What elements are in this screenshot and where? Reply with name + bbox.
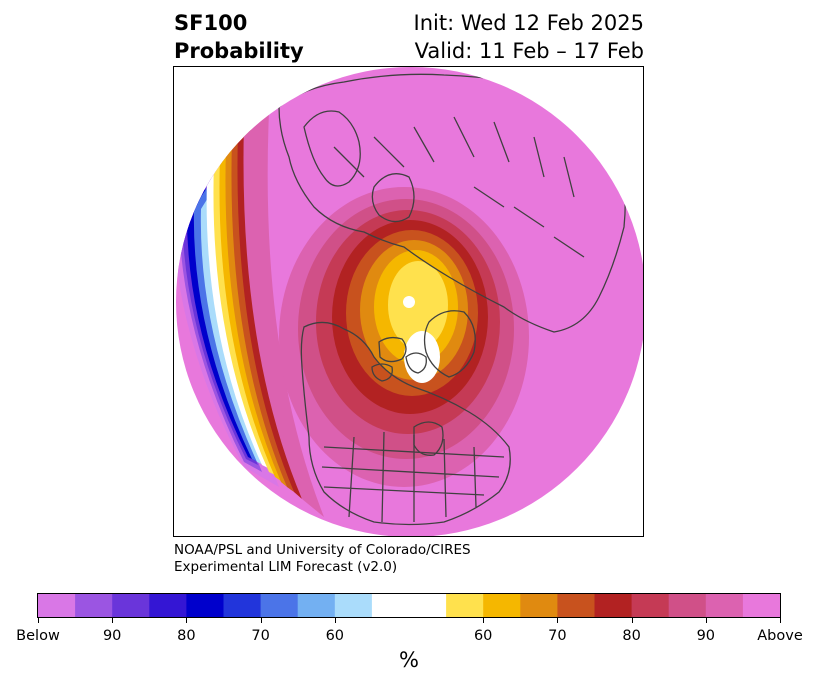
colorbar-swatch: [38, 594, 76, 617]
colorbar-tick-mark: [557, 618, 559, 623]
colorbar-tick-label: 70: [548, 628, 567, 644]
colorbar-tick-label: 70: [251, 628, 270, 644]
colorbar-swatch: [75, 594, 113, 617]
title-right: Init: Wed 12 Feb 2025 Valid: 11 Feb – 17…: [414, 9, 644, 65]
colorbar-tick-label: Below: [16, 628, 60, 644]
colorbar-swatch: [260, 594, 299, 617]
colorbar-swatch: [186, 594, 225, 617]
colorbar-swatch: [631, 594, 670, 617]
colorbar-swatch: [446, 594, 484, 617]
colorbar-swatch: [112, 594, 150, 617]
colorbar-tick-mark: [186, 618, 188, 623]
colorbar-tick-label: 80: [177, 628, 196, 644]
colorbar-tick-label: 80: [622, 628, 641, 644]
colorbar-swatch: [520, 594, 558, 617]
colorbar-tick-label: Above: [757, 628, 803, 644]
colorbar-swatch: [223, 594, 262, 617]
map-neutral-pole: [403, 296, 415, 308]
colorbar-swatch: [334, 594, 373, 617]
map-above-band: [243, 112, 324, 517]
colorbar-unit-label: %: [399, 648, 419, 672]
title-left: SF100 Probability: [174, 9, 304, 65]
colorbar-tick-mark: [260, 618, 262, 623]
map-neutral-core: [404, 331, 440, 383]
probability-map: [176, 67, 643, 536]
colorbar-swatches: [38, 594, 780, 617]
colorbar-tick-mark: [334, 618, 336, 623]
credit-text: NOAA/PSL and University of Colorado/CIRE…: [174, 542, 471, 576]
colorbar-tick-label: 90: [102, 628, 122, 644]
coastlines: [278, 73, 626, 526]
title-variable: SF100: [174, 11, 248, 35]
colorbar-tick-mark: [780, 618, 781, 623]
map-panel: [173, 66, 644, 537]
map-neutral-band: [206, 162, 270, 469]
colorbar: [37, 593, 781, 618]
colorbar-tick-mark: [112, 618, 114, 623]
credit-line-1: NOAA/PSL and University of Colorado/CIRE…: [174, 542, 471, 558]
colorbar-tick-label: 60: [325, 628, 345, 644]
colorbar-tick-mark: [705, 618, 707, 623]
colorbar-swatch: [668, 594, 707, 617]
title-metric: Probability: [174, 39, 304, 63]
colorbar-tick-label: 90: [696, 628, 716, 644]
colorbar-swatch: [594, 594, 633, 617]
colorbar-swatch: [742, 594, 780, 617]
colorbar-tick-mark: [631, 618, 633, 623]
colorbar-swatch: [371, 594, 410, 617]
globe-disk: [176, 67, 643, 536]
colorbar-tick-mark: [38, 618, 39, 623]
colorbar-swatch: [297, 594, 336, 617]
colorbar-tick-label: 60: [473, 628, 493, 644]
title-init-date: Init: Wed 12 Feb 2025: [413, 11, 644, 35]
colorbar-swatch: [483, 594, 521, 617]
credit-line-2: Experimental LIM Forecast (v2.0): [174, 559, 398, 575]
title-valid-range: Valid: 11 Feb – 17 Feb: [414, 39, 644, 63]
colorbar-swatch: [557, 594, 596, 617]
colorbar-swatch: [149, 594, 187, 617]
colorbar-swatch: [409, 594, 447, 617]
colorbar-swatch: [705, 594, 744, 617]
colorbar-tick-mark: [483, 618, 485, 623]
map-ring-mid4: [388, 261, 448, 349]
